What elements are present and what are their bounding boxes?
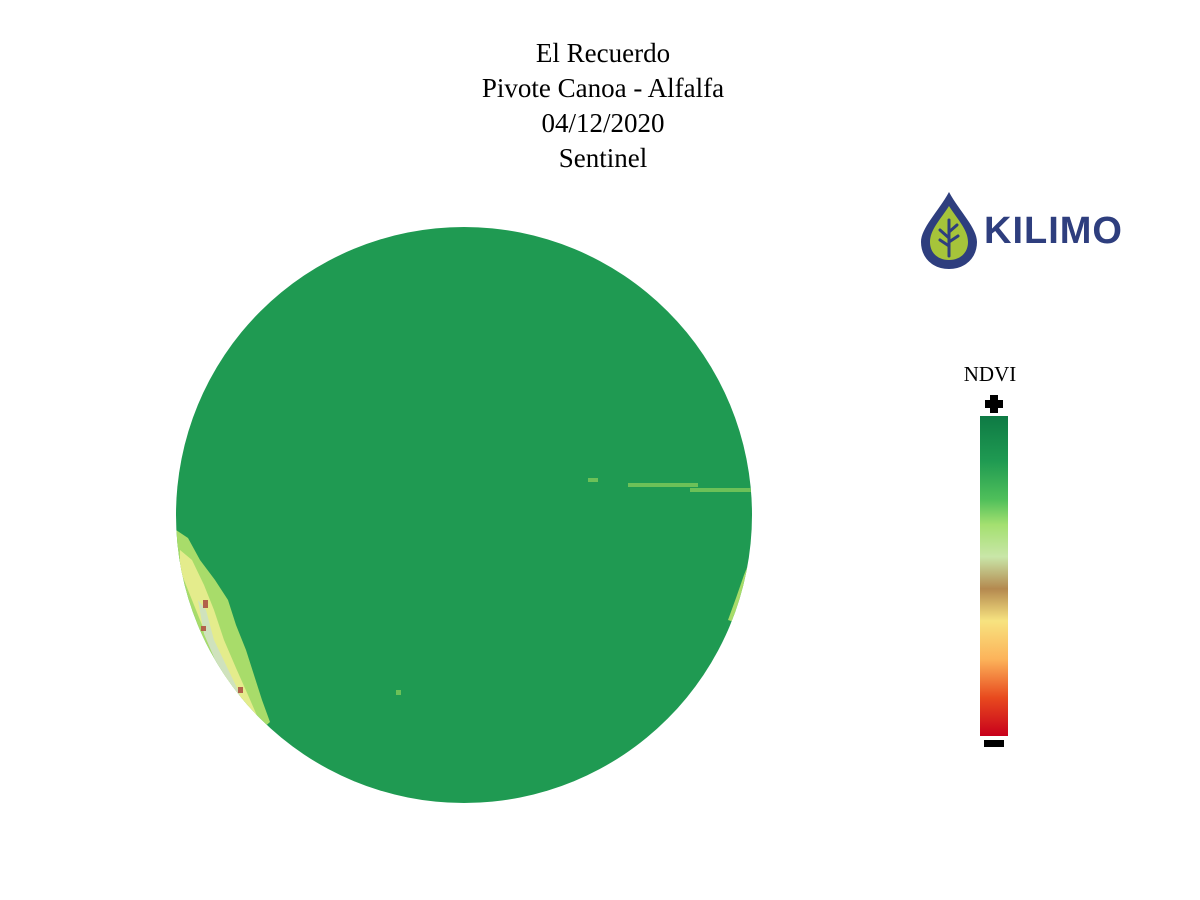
field-anomalies: [176, 478, 752, 740]
track-pixel: [396, 690, 401, 695]
logo-wordmark: KILIMO: [984, 210, 1123, 252]
east-edge-band: [728, 555, 752, 622]
minus-icon: [984, 740, 1004, 747]
title-date: 04/12/2020: [541, 108, 665, 138]
map-title: El Recuerdo Pivote Canoa - Alfalfa 04/12…: [403, 36, 803, 176]
plus-icon: [985, 395, 1003, 413]
legend-title: NDVI: [963, 362, 1017, 386]
track-stripe: [628, 483, 698, 487]
west-edge-yellow: [180, 550, 258, 722]
track-stripe: [588, 478, 598, 482]
title-field-name: Pivote Canoa - Alfalfa: [481, 73, 725, 103]
stress-pixel: [238, 687, 243, 693]
title-source: Sentinel: [558, 143, 648, 173]
water-drop-leaf-icon: [921, 192, 977, 269]
west-edge-pale: [198, 600, 246, 714]
track-stripe: [690, 488, 752, 492]
pivot-field-circle: [176, 227, 752, 803]
kilimo-logo: KILIMO: [918, 190, 1148, 272]
stress-pixel: [203, 600, 208, 608]
ndvi-color-scale: [980, 416, 1008, 736]
stress-pixel: [201, 626, 206, 631]
title-farm-name: El Recuerdo: [535, 38, 671, 68]
